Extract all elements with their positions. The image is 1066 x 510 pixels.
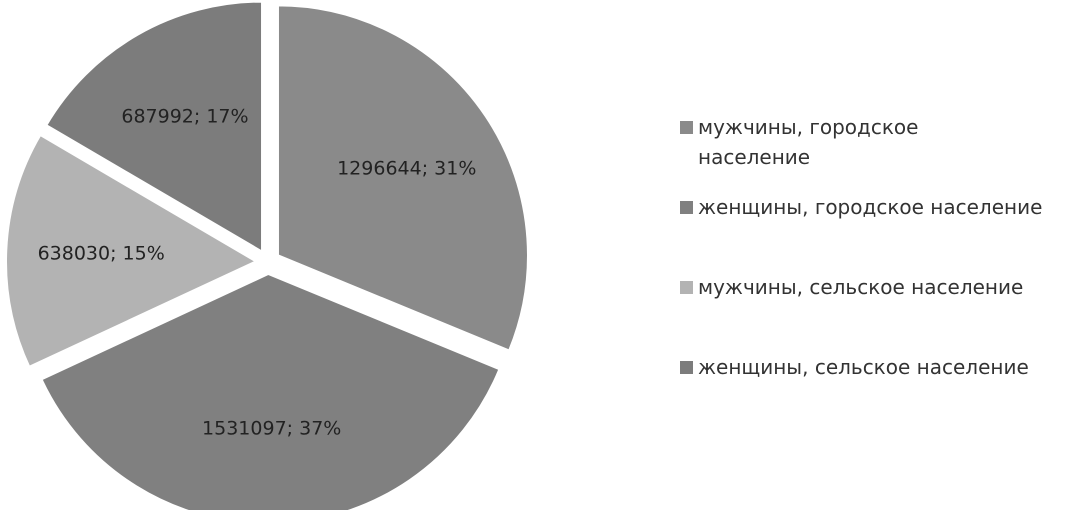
legend-label: женщины, городское население (698, 195, 1043, 219)
data-label: 1531097; 37% (202, 417, 341, 439)
legend-label: женщины, сельское население (698, 355, 1029, 379)
legend-item: мужчины, сельское население (680, 272, 1065, 352)
legend-item: женщины, сельское население (680, 352, 1065, 432)
legend-label: мужчины, сельское население (698, 275, 1024, 299)
pie-slice (44, 0, 264, 254)
legend-swatch (680, 281, 693, 294)
data-label: 638030; 15% (38, 243, 165, 265)
data-label: 687992; 17% (121, 106, 248, 128)
legend-item: женщины, городское население (680, 192, 1065, 272)
legend-swatch (680, 201, 693, 214)
legend-swatch (680, 361, 693, 374)
pie-slice (276, 4, 529, 352)
legend-item: мужчины, городское население (680, 112, 1065, 192)
chart: 1296644; 31% 1531097; 37% 638030; 15% 68799… (5, 0, 529, 510)
pie-slice (5, 133, 259, 369)
legend: мужчины, городское население женщины, гор… (680, 112, 1065, 432)
pie-slice (40, 272, 501, 510)
data-label: 1296644; 31% (337, 158, 476, 180)
legend-label: мужчины, городское население (698, 115, 919, 169)
legend-swatch (680, 121, 693, 134)
